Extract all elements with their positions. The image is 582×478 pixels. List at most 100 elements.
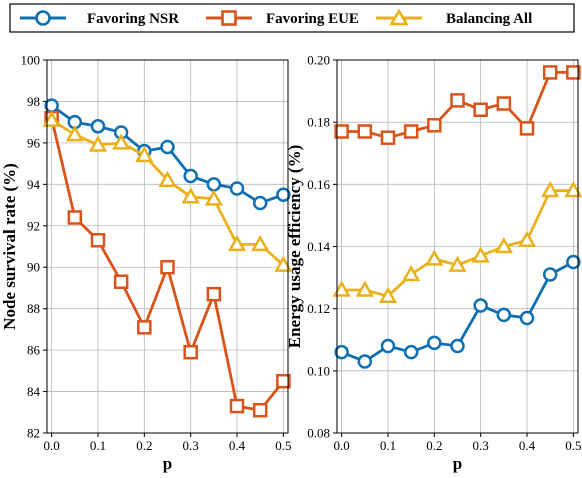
y-axis-title: Energy usage efficiency (%) bbox=[285, 145, 304, 348]
data-point-favoring-eue bbox=[519, 121, 535, 136]
y-tick-label: 86 bbox=[27, 343, 41, 358]
data-point-balancing-all bbox=[135, 145, 154, 163]
data-point-balancing-all bbox=[517, 230, 537, 248]
y-tick-label: 0.20 bbox=[307, 53, 330, 68]
x-tick-label: 0.5 bbox=[565, 438, 581, 453]
data-point-favoring-nsr bbox=[90, 119, 106, 134]
data-point-favoring-eue bbox=[90, 233, 106, 248]
data-point-favoring-nsr bbox=[357, 354, 373, 369]
data-point-favoring-nsr bbox=[473, 298, 488, 313]
data-point-favoring-nsr bbox=[160, 139, 175, 155]
data-point-balancing-all bbox=[227, 234, 247, 252]
data-point-favoring-nsr bbox=[334, 344, 349, 360]
data-point-favoring-eue bbox=[473, 102, 488, 117]
data-point-favoring-eue bbox=[276, 373, 291, 389]
y-tick-label: 0.08 bbox=[307, 426, 330, 441]
data-point-balancing-all bbox=[88, 135, 108, 152]
data-point-favoring-eue bbox=[160, 259, 175, 275]
data-point-favoring-nsr bbox=[183, 168, 198, 184]
data-point-favoring-eue bbox=[427, 118, 442, 133]
legend-label-favoring-eue: Favoring EUE bbox=[266, 11, 359, 27]
data-point-balancing-all bbox=[355, 280, 374, 297]
data-point-favoring-nsr bbox=[380, 338, 396, 354]
x-tick-label: 0.4 bbox=[229, 438, 246, 453]
data-point-balancing-all bbox=[332, 280, 351, 297]
data-point-favoring-nsr bbox=[206, 177, 222, 192]
data-point-favoring-eue bbox=[357, 124, 373, 139]
y-tick-label: 94 bbox=[27, 177, 41, 192]
data-point-favoring-eue bbox=[137, 320, 152, 335]
legend-label-favoring-nsr: Favoring NSR bbox=[87, 11, 179, 27]
x-tick-label: 0.1 bbox=[380, 438, 396, 453]
data-point-balancing-all bbox=[112, 133, 131, 150]
y-tick-label: 92 bbox=[27, 218, 40, 233]
x-tick-label: 0.3 bbox=[183, 438, 199, 453]
x-axis-title: p bbox=[163, 454, 172, 473]
data-point-balancing-all bbox=[204, 189, 223, 206]
y-tick-label: 0.18 bbox=[307, 115, 330, 130]
data-point-favoring-nsr bbox=[229, 181, 245, 196]
x-tick-label: 0.2 bbox=[136, 438, 152, 453]
y-tick-label: 0.14 bbox=[307, 239, 330, 254]
legend-label-balancing-all: Balancing All bbox=[446, 11, 532, 27]
y-tick-label: 0.12 bbox=[307, 301, 330, 316]
data-point-balancing-all bbox=[274, 255, 293, 272]
x-tick-label: 0.0 bbox=[334, 438, 350, 453]
legend-circle-marker bbox=[35, 10, 51, 26]
y-tick-label: 90 bbox=[27, 260, 40, 275]
data-point-balancing-all bbox=[158, 170, 177, 187]
data-point-balancing-all bbox=[564, 180, 582, 198]
data-point-favoring-eue bbox=[403, 124, 419, 139]
x-tick-label: 0.0 bbox=[44, 438, 60, 453]
data-point-balancing-all bbox=[471, 246, 490, 263]
y-tick-label: 100 bbox=[21, 53, 41, 68]
plot-frame bbox=[336, 59, 579, 434]
panel-energy-usage-efficiency: 0.08 0.10 0.12 0.14 0.16 0.18 0.20 0.0 0.1 0.2 0.3… bbox=[285, 53, 582, 473]
plot-frame bbox=[46, 59, 289, 434]
x-tick-label: 0.1 bbox=[90, 438, 106, 453]
data-point-balancing-all bbox=[181, 187, 200, 204]
data-point-favoring-eue bbox=[113, 274, 129, 289]
data-point-balancing-all bbox=[251, 234, 270, 252]
data-point-balancing-all bbox=[378, 286, 398, 303]
x-tick-label: 0.5 bbox=[275, 438, 291, 453]
legend-entry-balancing-all: Balancing All bbox=[376, 8, 532, 27]
y-tick-label: 82 bbox=[27, 426, 40, 441]
legend-entry-favoring-eue: Favoring EUE bbox=[206, 10, 359, 27]
data-point-favoring-nsr bbox=[252, 195, 268, 211]
x-tick-label: 0.4 bbox=[519, 438, 536, 453]
data-point-balancing-all bbox=[448, 255, 467, 272]
y-tick-label: 84 bbox=[27, 384, 41, 399]
y-tick-label: 0.10 bbox=[307, 363, 330, 378]
data-point-favoring-nsr bbox=[403, 344, 419, 360]
data-point-favoring-eue bbox=[542, 65, 558, 80]
data-point-favoring-eue bbox=[229, 398, 245, 414]
data-point-favoring-eue bbox=[183, 344, 198, 360]
y-tick-label: 98 bbox=[27, 94, 40, 109]
y-axis-title: Node survival rate (%) bbox=[0, 163, 19, 330]
data-point-favoring-eue bbox=[566, 65, 581, 80]
x-tick-label: 0.2 bbox=[426, 438, 442, 453]
data-point-favoring-eue bbox=[206, 286, 222, 302]
data-point-favoring-eue bbox=[380, 130, 396, 145]
x-axis-title: p bbox=[453, 454, 462, 473]
y-tick-label: 0.16 bbox=[307, 177, 330, 192]
legend-triangle-marker bbox=[389, 8, 409, 26]
data-point-favoring-eue bbox=[252, 402, 268, 418]
data-point-favoring-nsr bbox=[519, 310, 535, 326]
x-tick-label: 0.3 bbox=[473, 438, 489, 453]
panel-node-survival-rate: 82 84 86 88 90 92 94 96 98 100 0.0 0.1 0.2 0.3 0.4 0.5 p… bbox=[0, 53, 293, 473]
data-point-balancing-all bbox=[494, 236, 513, 254]
legend: Favoring NSR Favoring EUE Balancing All bbox=[9, 3, 575, 33]
legend-square-marker bbox=[221, 10, 237, 26]
legend-entry-favoring-nsr: Favoring NSR bbox=[20, 10, 179, 27]
data-point-balancing-all bbox=[402, 264, 421, 282]
data-point-favoring-eue bbox=[334, 124, 349, 139]
data-point-favoring-eue bbox=[67, 210, 83, 225]
data-point-favoring-eue bbox=[496, 96, 512, 111]
data-point-favoring-eue bbox=[450, 93, 465, 108]
data-point-favoring-nsr bbox=[496, 307, 512, 323]
y-tick-label: 88 bbox=[27, 301, 40, 316]
